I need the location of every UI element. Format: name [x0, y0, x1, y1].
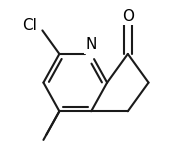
Text: N: N — [86, 37, 97, 52]
Text: O: O — [122, 9, 134, 24]
Text: Cl: Cl — [22, 18, 37, 33]
